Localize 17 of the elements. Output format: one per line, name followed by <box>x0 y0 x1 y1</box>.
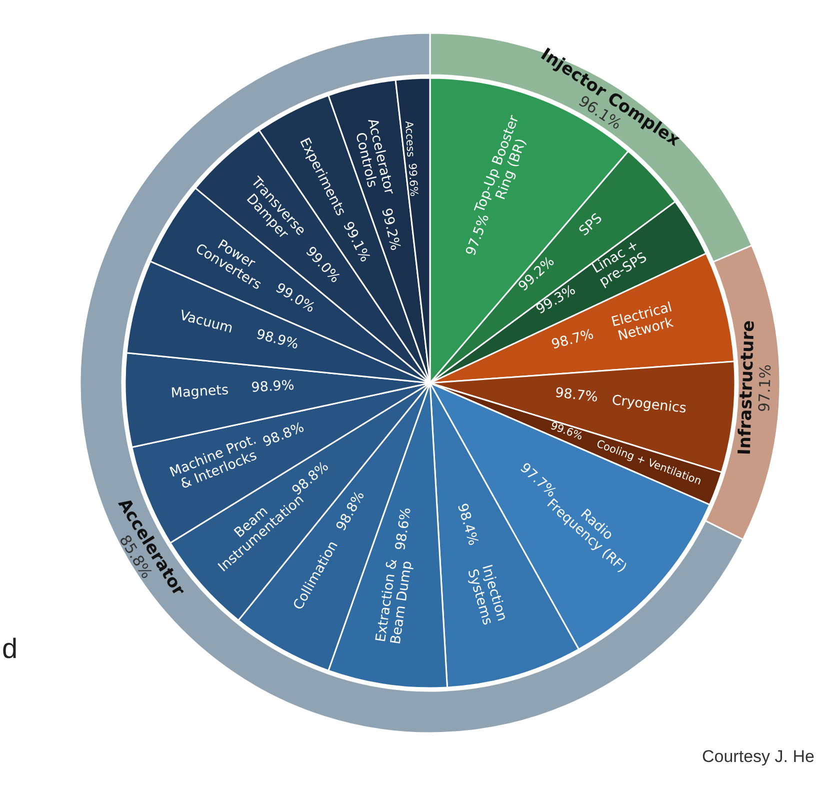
data-label: 98.6% <box>392 506 414 552</box>
category-label: Access <box>402 120 416 158</box>
data-label: 99.6% <box>548 420 584 443</box>
category-label: SPS <box>576 210 606 240</box>
category-label: Cryogenics <box>611 392 688 417</box>
data-label: 99.6% <box>406 162 420 197</box>
text: d <box>2 633 18 665</box>
data-label: 98.9% <box>250 377 295 396</box>
category-label: Magnets <box>170 382 229 402</box>
category-label: Extraction & Beam Dump <box>372 557 416 646</box>
data-label: 98.9% <box>254 326 300 353</box>
text: Courtesy J. He <box>702 747 814 767</box>
data-label: 99.2% <box>378 206 404 252</box>
data-label: 98.4% <box>454 502 482 548</box>
data-label: 98.7% <box>550 326 596 353</box>
data-label: 97.5% <box>462 212 493 258</box>
data-label: 98.7% <box>554 384 599 406</box>
